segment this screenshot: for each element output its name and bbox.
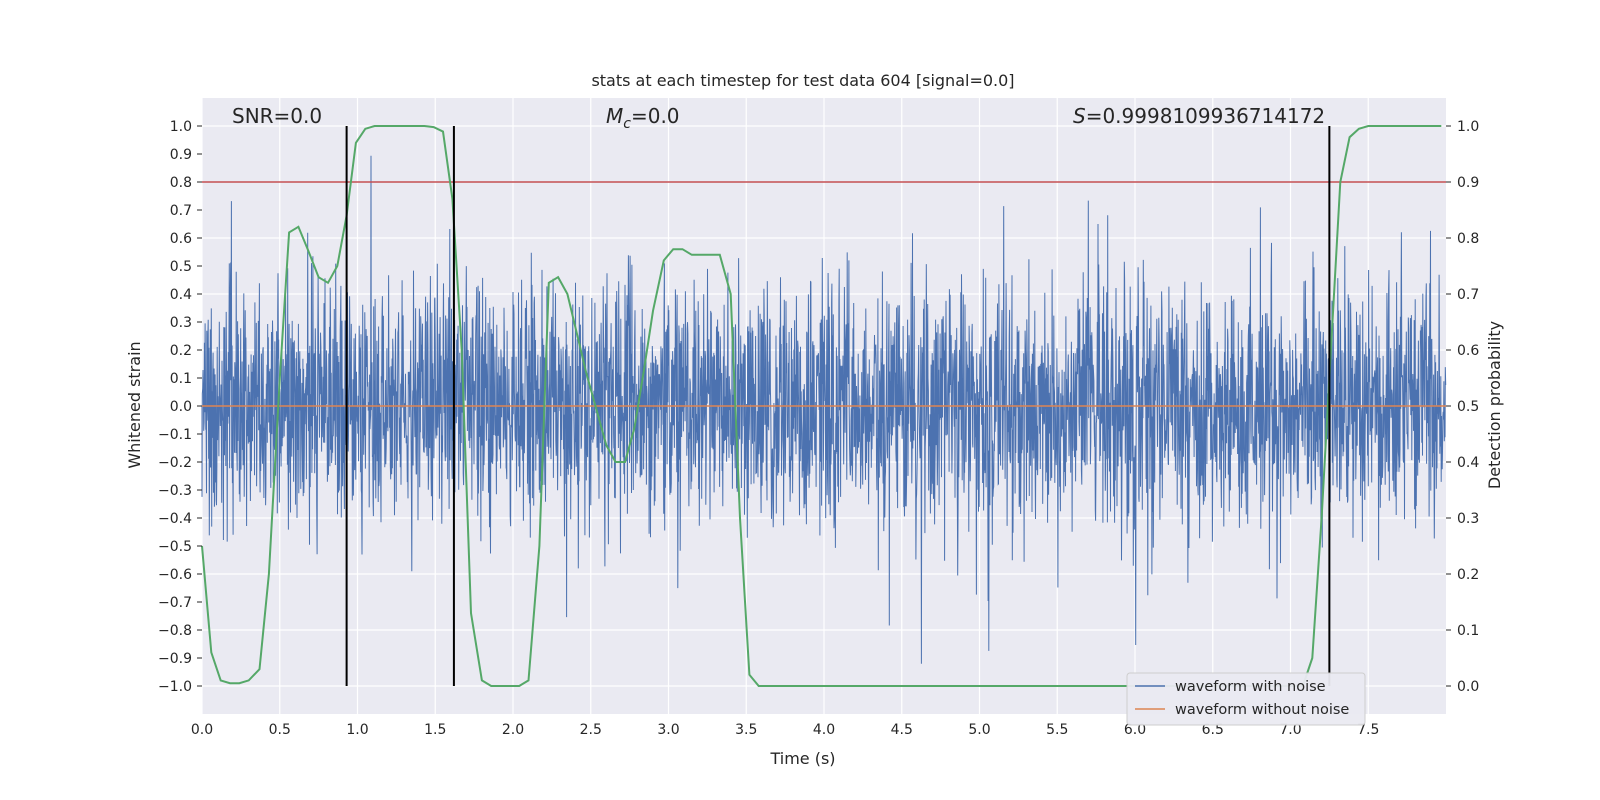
y-tick-label: 0.6 bbox=[170, 231, 192, 247]
chirp-mass-annotation: Mc=0.0 bbox=[606, 104, 680, 132]
y-tick-label: 0.5 bbox=[170, 259, 192, 275]
y-tick-label: −0.3 bbox=[158, 483, 192, 499]
y2-tick-label: 0.9 bbox=[1457, 175, 1479, 191]
y-tick-label: −0.7 bbox=[158, 595, 192, 611]
y2-tick-label: 0.0 bbox=[1457, 679, 1479, 695]
y-axis-label: Whitened strain bbox=[125, 341, 144, 468]
y-tick-label: 0.2 bbox=[170, 343, 192, 359]
y-tick-label: −0.1 bbox=[158, 427, 192, 443]
y-tick-label: 0.7 bbox=[170, 203, 192, 219]
x-tick-label: 1.5 bbox=[424, 722, 446, 738]
y-tick-label: 1.0 bbox=[170, 119, 192, 135]
x-tick-label: 6.0 bbox=[1124, 722, 1146, 738]
y-tick-label: 0.4 bbox=[170, 287, 192, 303]
y2-axis-label: Detection probability bbox=[1485, 321, 1504, 489]
y2-tick-label: 0.3 bbox=[1457, 511, 1479, 527]
x-tick-label: 4.0 bbox=[813, 722, 835, 738]
y-tick-label: −0.6 bbox=[158, 567, 192, 583]
legend-box bbox=[1126, 672, 1366, 726]
y-tick-label: 0.3 bbox=[170, 315, 192, 331]
y-axis-left: 1.0 0.9 0.8 0.7 0.6 0.5 0.4 0.3 0.2 0.1 0.0 −0.1 −0.… bbox=[158, 119, 202, 695]
x-tick-label: 1.0 bbox=[346, 722, 368, 738]
x-tick-label: 5.0 bbox=[968, 722, 990, 738]
waveform-with-noise-line bbox=[201, 155, 1447, 664]
x-tick-label: 6.5 bbox=[1202, 722, 1224, 738]
detection-probability-series-group bbox=[201, 125, 1442, 687]
vertical-markers bbox=[345, 126, 1331, 686]
y2-tick-label: 0.1 bbox=[1457, 623, 1479, 639]
y-tick-label: −0.4 bbox=[158, 511, 192, 527]
x-tick-label: 3.0 bbox=[657, 722, 679, 738]
y-axis-right: 1.0 0.9 0.8 0.7 0.6 0.5 0.4 0.3 0.2 0.1 0.0 bbox=[1446, 119, 1479, 695]
x-tick-label: 5.5 bbox=[1046, 722, 1068, 738]
y-tick-label: −1.0 bbox=[158, 679, 192, 695]
x-tick-label: 2.0 bbox=[502, 722, 524, 738]
score-annotation: S=0.9998109936714172 bbox=[1073, 104, 1325, 128]
legend-label-clean: waveform without noise bbox=[1175, 702, 1349, 718]
y2-tick-label: 0.2 bbox=[1457, 567, 1479, 583]
chart-title: stats at each timestep for test data 604… bbox=[591, 71, 1014, 90]
x-tick-label: 7.5 bbox=[1357, 722, 1379, 738]
x-tick-label: 0.5 bbox=[269, 722, 291, 738]
snr-annotation: SNR=0.0 bbox=[232, 104, 322, 128]
y2-tick-label: 0.6 bbox=[1457, 343, 1479, 359]
y-tick-label: −0.5 bbox=[158, 539, 192, 555]
y-tick-label: −0.9 bbox=[158, 651, 192, 667]
legend-label-noise: waveform with noise bbox=[1175, 679, 1326, 695]
y2-tick-label: 1.0 bbox=[1457, 119, 1479, 135]
y-tick-label: 0.0 bbox=[170, 399, 192, 415]
y-tick-label: −0.8 bbox=[158, 623, 192, 639]
y-tick-label: 0.9 bbox=[170, 147, 192, 163]
y2-tick-label: 0.8 bbox=[1457, 231, 1479, 247]
legend: waveform with noise waveform without noi… bbox=[1126, 672, 1366, 726]
y-tick-label: 0.8 bbox=[170, 175, 192, 191]
y2-tick-label: 0.4 bbox=[1457, 455, 1479, 471]
y-tick-label: 0.1 bbox=[170, 371, 192, 387]
x-tick-label: 0.0 bbox=[191, 722, 213, 738]
x-tick-label: 2.5 bbox=[580, 722, 602, 738]
x-axis-label: Time (s) bbox=[769, 749, 835, 768]
x-tick-label: 4.5 bbox=[891, 722, 913, 738]
x-tick-label: 3.5 bbox=[735, 722, 757, 738]
waveform-with-noise-series bbox=[201, 155, 1447, 664]
y2-tick-label: 0.7 bbox=[1457, 287, 1479, 303]
detection-probability-line bbox=[201, 125, 1442, 687]
x-axis: 0.0 0.5 1.0 1.5 2.0 2.5 3.0 3.5 4.0 4.5 5.0 5.5 6.0 6… bbox=[191, 722, 1380, 738]
y2-tick-label: 0.5 bbox=[1457, 399, 1479, 415]
y-tick-label: −0.2 bbox=[158, 455, 192, 471]
x-tick-label: 7.0 bbox=[1279, 722, 1301, 738]
